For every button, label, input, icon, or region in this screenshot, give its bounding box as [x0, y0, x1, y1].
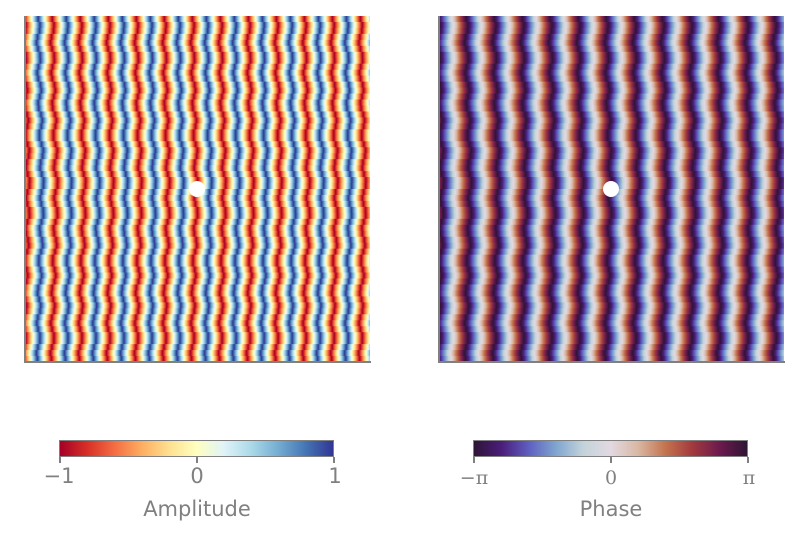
phase-tick-label-max: π	[742, 467, 756, 489]
amplitude-tick-mid	[196, 457, 198, 463]
amplitude-bottom-spine	[24, 361, 371, 363]
phase-field	[438, 16, 784, 362]
amplitude-field	[24, 16, 370, 362]
phase-tick-label-mid: 0	[604, 467, 618, 489]
amplitude-colorbar	[59, 440, 334, 457]
phase-bottom-spine	[438, 361, 785, 363]
phase-tick-mid	[610, 457, 612, 463]
amplitude-tick-label-min: −1	[43, 464, 75, 488]
amplitude-tick-label-max: 1	[328, 464, 342, 488]
obstacle-marker	[189, 181, 205, 197]
phase-heatmap	[438, 16, 784, 362]
phase-tick-max	[747, 457, 749, 463]
amplitude-heatmap	[24, 16, 370, 362]
amplitude-tick-max	[333, 457, 335, 463]
phase-colorbar	[473, 440, 748, 457]
phase-tick-label-min: −π	[459, 467, 489, 489]
phase-left-spine	[438, 16, 440, 363]
obstacle-marker	[603, 181, 619, 197]
amplitude-colorbar-label: Amplitude	[143, 497, 251, 521]
amplitude-tick-min	[59, 457, 61, 463]
phase-colorbar-label: Phase	[579, 497, 643, 521]
amplitude-tick-label-mid: 0	[190, 464, 204, 488]
phase-tick-min	[473, 457, 475, 463]
amplitude-left-spine	[24, 16, 26, 363]
